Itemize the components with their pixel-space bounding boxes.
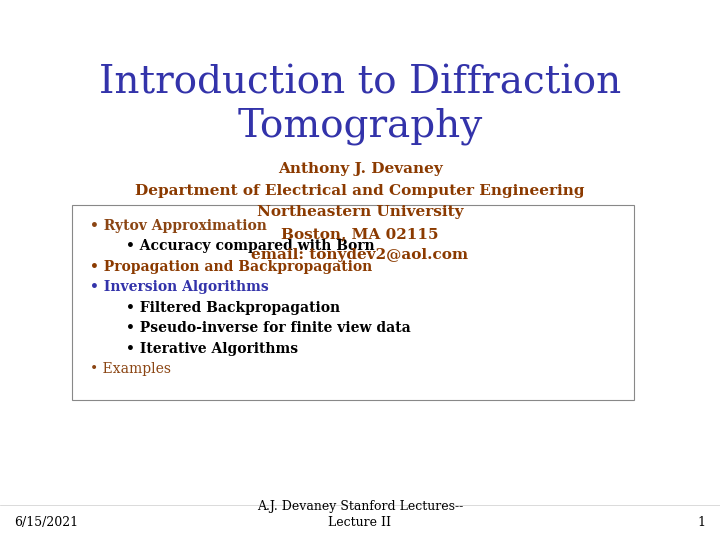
Text: Anthony J. Devaney: Anthony J. Devaney	[278, 162, 442, 176]
Text: Introduction to Diffraction
Tomography: Introduction to Diffraction Tomography	[99, 65, 621, 145]
FancyBboxPatch shape	[72, 205, 634, 400]
Text: • Accuracy compared with Born: • Accuracy compared with Born	[126, 239, 374, 253]
Text: • Examples: • Examples	[90, 362, 171, 376]
Text: • Pseudo-inverse for finite view data: • Pseudo-inverse for finite view data	[126, 321, 410, 335]
Text: 1: 1	[698, 516, 706, 529]
Text: • Inversion Algorithms: • Inversion Algorithms	[90, 280, 269, 294]
Text: 6/15/2021: 6/15/2021	[14, 516, 78, 529]
Text: • Iterative Algorithms: • Iterative Algorithms	[126, 342, 298, 356]
Text: Department of Electrical and Computer Engineering: Department of Electrical and Computer En…	[135, 184, 585, 198]
Text: • Propagation and Backpropagation: • Propagation and Backpropagation	[90, 260, 372, 274]
Text: Northeastern University: Northeastern University	[257, 205, 463, 219]
Text: Boston, MA 02115: Boston, MA 02115	[282, 227, 438, 241]
Text: • Filtered Backpropagation: • Filtered Backpropagation	[126, 301, 340, 315]
Text: A.J. Devaney Stanford Lectures--
Lecture II: A.J. Devaney Stanford Lectures-- Lecture…	[257, 500, 463, 529]
Text: • Rytov Approximation: • Rytov Approximation	[90, 219, 267, 233]
Text: email: tonydev2@aol.com: email: tonydev2@aol.com	[251, 248, 469, 262]
